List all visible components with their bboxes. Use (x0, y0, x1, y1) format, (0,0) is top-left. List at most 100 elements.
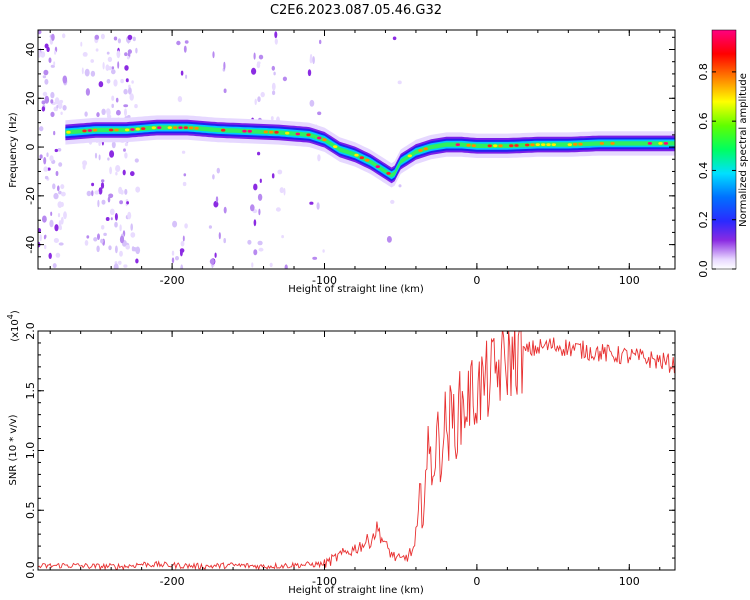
noise-speckle (283, 187, 286, 196)
noise-speckle (312, 56, 315, 65)
noise-speckle (215, 196, 219, 203)
noise-speckle (176, 40, 181, 46)
noise-speckle (127, 87, 132, 95)
noise-speckle (275, 207, 281, 212)
noise-speckle (84, 111, 88, 117)
noise-speckle (284, 264, 288, 269)
ridge-peak (194, 126, 199, 130)
noise-speckle (277, 169, 283, 175)
spectrogram-ridge (65, 115, 675, 188)
ridge-peak (285, 131, 290, 135)
noise-speckle (185, 74, 188, 79)
noise-speckle (44, 95, 50, 104)
noise-speckle (130, 223, 133, 231)
noise-speckle (60, 184, 65, 190)
ridge-peak (455, 143, 460, 147)
noise-speckle (49, 219, 54, 228)
spectrogram-frame (37, 29, 676, 270)
noise-speckle (38, 50, 41, 58)
noise-speckle (312, 256, 318, 260)
noise-speckle (114, 81, 118, 86)
noise-speckle (180, 240, 185, 247)
ridge-peak (471, 144, 476, 148)
snr-x-ticks: -200 -100 0 100 (49, 331, 661, 588)
noise-speckle (390, 199, 395, 204)
noise-speckle (54, 224, 59, 232)
ridge-peak (493, 144, 498, 148)
noise-speckle (322, 249, 325, 253)
noise-speckle (131, 80, 134, 84)
snr-line (38, 331, 675, 570)
ridge-peak (108, 128, 114, 132)
noise-speckle (273, 71, 276, 76)
snr-y-multiplier-exp: 4 (6, 314, 15, 319)
noise-speckle (97, 199, 100, 208)
noise-speckle (56, 104, 59, 109)
noise-speckle (274, 38, 278, 45)
ridge-peak (178, 126, 183, 129)
ridge-peak (295, 132, 300, 136)
x-tick-label: 0 (473, 575, 480, 588)
noise-speckle (135, 246, 141, 255)
noise-speckle (91, 182, 95, 187)
noise-speckle (269, 262, 273, 268)
noise-speckle (101, 199, 106, 205)
noise-speckle (124, 108, 127, 117)
noise-speckle (183, 45, 187, 53)
ridge-peak (82, 129, 87, 133)
noise-speckle (182, 235, 185, 242)
noise-speckle (113, 36, 118, 41)
ridge-peak (274, 130, 279, 134)
noise-speckle (80, 41, 83, 47)
noise-speckle (184, 40, 189, 44)
noise-speckle (98, 154, 101, 161)
noise-speckle (119, 250, 123, 257)
noise-speckle (115, 245, 118, 254)
noise-speckle (135, 47, 138, 54)
noise-speckle (94, 34, 100, 40)
spectrogram-y-ticks: -40 -20 0 20 40 (24, 36, 675, 270)
noise-speckle (319, 39, 322, 45)
noise-speckle (111, 69, 116, 75)
noise-speckle (97, 233, 100, 240)
noise-speckle (175, 256, 179, 261)
ridge-peak (466, 143, 471, 147)
noise-speckle (257, 151, 261, 156)
noise-speckle (256, 62, 261, 69)
noise-speckle (84, 240, 89, 246)
ridge-peak (375, 165, 380, 169)
ridge-peak (610, 142, 615, 145)
noise-speckle (109, 208, 115, 215)
noise-speckle (63, 211, 67, 220)
snr-series (38, 331, 675, 570)
y-tick-label: 0.0 (24, 561, 37, 579)
noise-speckle (47, 167, 51, 171)
noise-speckle (50, 111, 55, 118)
noise-speckle (52, 183, 56, 190)
ridge-peak (509, 144, 514, 148)
noise-speckle (101, 179, 105, 183)
noise-speckle (123, 148, 126, 152)
noise-speckle (127, 49, 132, 54)
noise-speckle (180, 70, 184, 76)
y-tick-label: -20 (24, 187, 37, 205)
noise-speckle (48, 57, 52, 63)
snr-plot-area (38, 331, 675, 570)
noise-speckle (106, 109, 111, 117)
noise-speckle (247, 239, 252, 245)
noise-speckle (117, 38, 121, 44)
noise-speckle (111, 141, 116, 149)
ridge-peak (359, 156, 364, 160)
colorbar-tick-label: 0.4 (697, 162, 710, 180)
noise-speckle (123, 88, 128, 95)
noise-speckle (307, 69, 312, 77)
ridge-peak (141, 127, 146, 130)
noise-speckle (98, 141, 101, 146)
colorbar-gradient (711, 29, 737, 270)
noise-speckle (50, 211, 53, 216)
noise-speckle (134, 104, 138, 109)
colorbar-tick-label: 0.0 (697, 260, 710, 278)
noise-speckle (107, 157, 110, 161)
